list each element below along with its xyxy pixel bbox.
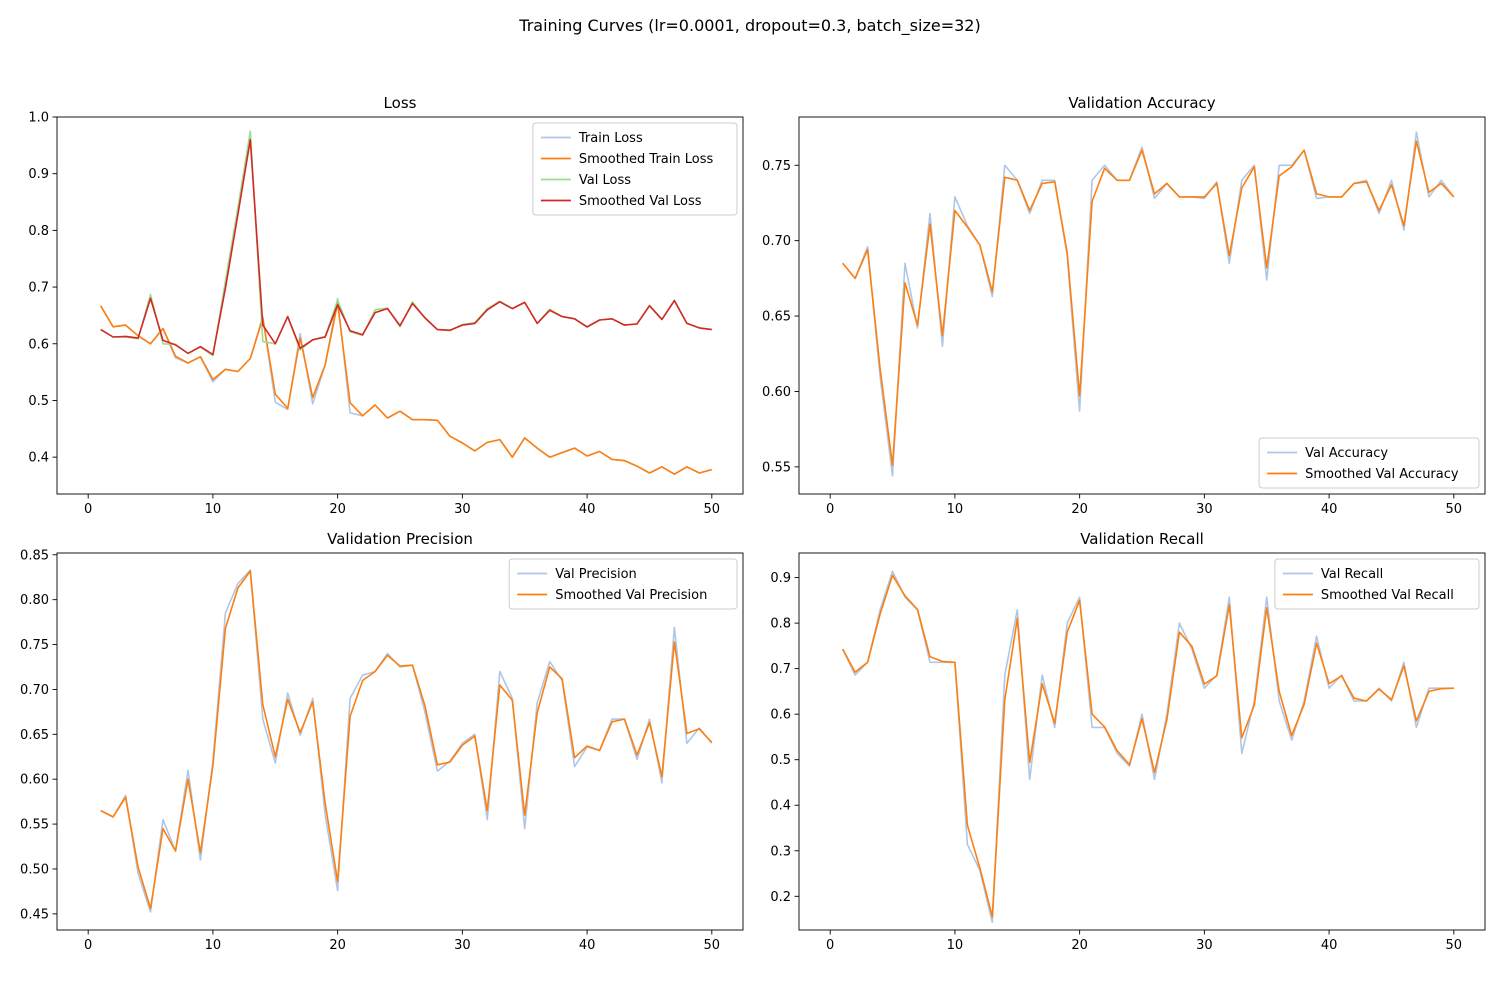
legend-box — [532, 122, 738, 216]
chart-title-validation-accuracy: Validation Accuracy — [1068, 94, 1215, 112]
axes-frame — [56, 116, 744, 495]
y-tick-label: 0.55 — [20, 818, 49, 833]
y-tick-label: 0.60 — [762, 385, 791, 400]
figure-title: Training Curves (lr=0.0001, dropout=0.3,… — [519, 16, 981, 35]
y-tick-label: 0.7 — [770, 662, 791, 677]
y-tick-label: 0.2 — [770, 890, 791, 905]
y-tick-label: 0.6 — [28, 337, 49, 352]
x-tick-label: 30 — [454, 938, 471, 953]
x-tick-label: 40 — [579, 502, 596, 517]
series-line-smoothed-train-loss — [100, 302, 713, 476]
legend-validation-accuracy: Val Accuracy Smoothed Val Accuracy — [1258, 437, 1480, 489]
legend-label-val-precision: Val Precision — [555, 567, 637, 582]
legend-box — [1258, 437, 1480, 489]
x-tick-label: 50 — [704, 938, 721, 953]
series-line-train-loss — [100, 297, 713, 476]
x-tick-label: 20 — [1071, 938, 1088, 953]
y-tick-label: 0.5 — [770, 753, 791, 768]
legend-label-smoothed-val-recall: Smoothed Val Recall — [1321, 588, 1454, 603]
y-tick-label: 0.80 — [20, 593, 49, 608]
x-tick-label: 30 — [1196, 938, 1213, 953]
x-tick-label: 30 — [1196, 502, 1213, 517]
y-tick-label: 0.85 — [20, 548, 49, 563]
x-tick-label: 40 — [1321, 938, 1338, 953]
y-tick-label: 0.65 — [20, 728, 49, 743]
legend-box — [1274, 558, 1480, 610]
axes-frame — [798, 116, 1486, 495]
legend-loss: Train Loss Smoothed Train Loss Val Loss Smo… — [532, 122, 738, 216]
chart-panel-loss: Loss 0 10 20 30 40 50 0.4 0.5 0.6 0.7 0.8 0.9 1.0 Trai… — [28, 94, 744, 517]
y-tick-label: 0.65 — [762, 310, 791, 325]
x-tick-label: 0 — [84, 938, 92, 953]
y-tick-label: 0.75 — [762, 159, 791, 174]
chart-panel-validation-accuracy: Validation Accuracy 0 10 20 30 40 50 0.55 0.60 0.… — [762, 94, 1486, 517]
series-line-val-accuracy — [842, 131, 1455, 477]
chart-panel-validation-recall: Validation Recall 0 10 20 30 40 50 0.2 0.3 0.4 0.5… — [770, 530, 1486, 953]
series-line-smoothed-val-precision — [100, 570, 713, 910]
y-tick-label: 0.8 — [770, 617, 791, 632]
x-tick-label: 40 — [1321, 502, 1338, 517]
chart-title-loss: Loss — [384, 94, 417, 112]
x-tick-label: 10 — [947, 502, 964, 517]
x-tick-label: 50 — [704, 502, 721, 517]
legend-label-smoothed-val-loss: Smoothed Val Loss — [579, 194, 702, 209]
legend-validation-recall: Val Recall Smoothed Val Recall — [1274, 558, 1480, 610]
y-tick-label: 0.70 — [20, 683, 49, 698]
y-tick-label: 0.60 — [20, 773, 49, 788]
axes-frame — [56, 552, 744, 931]
legend-label-val-loss: Val Loss — [579, 173, 631, 188]
x-tick-label: 10 — [205, 938, 222, 953]
y-tick-label: 0.55 — [762, 460, 791, 475]
y-tick-label: 0.70 — [762, 234, 791, 249]
x-tick-label: 20 — [1071, 502, 1088, 517]
chart-title-validation-recall: Validation Recall — [1080, 530, 1204, 548]
x-tick-label: 50 — [1446, 502, 1463, 517]
y-tick-label: 0.4 — [770, 799, 791, 814]
legend-label-train-loss: Train Loss — [578, 131, 643, 146]
y-tick-label: 0.4 — [28, 451, 49, 466]
legend-label-val-accuracy: Val Accuracy — [1305, 446, 1388, 461]
y-tick-label: 0.3 — [770, 844, 791, 859]
x-tick-label: 0 — [826, 502, 834, 517]
y-tick-label: 0.9 — [28, 167, 49, 182]
y-tick-label: 0.8 — [28, 224, 49, 239]
x-tick-label: 10 — [947, 938, 964, 953]
legend-label-smoothed-val-accuracy: Smoothed Val Accuracy — [1305, 467, 1459, 482]
y-tick-label: 1.0 — [28, 111, 49, 126]
x-tick-label: 50 — [1446, 938, 1463, 953]
series-line-smoothed-val-loss — [100, 138, 712, 356]
axes-frame — [798, 552, 1486, 931]
legend-label-smoothed-train-loss: Smoothed Train Loss — [579, 152, 714, 167]
chart-panel-validation-precision: Validation Precision 0 10 20 30 40 50 0.45 0.50 0… — [20, 530, 744, 953]
y-tick-label: 0.50 — [20, 862, 49, 877]
x-tick-label: 10 — [205, 502, 222, 517]
x-tick-label: 0 — [84, 502, 92, 517]
x-tick-label: 0 — [826, 938, 834, 953]
y-tick-label: 0.9 — [770, 571, 791, 586]
y-tick-label: 0.75 — [20, 638, 49, 653]
series-line-smoothed-val-recall — [841, 574, 1454, 918]
chart-title-validation-precision: Validation Precision — [327, 530, 473, 548]
legend-label-val-recall: Val Recall — [1321, 567, 1383, 582]
legend-validation-precision: Val Precision Smoothed Val Precision — [508, 558, 738, 610]
y-tick-label: 0.6 — [770, 708, 791, 723]
y-tick-label: 0.5 — [28, 394, 49, 409]
y-tick-label: 0.45 — [20, 907, 49, 922]
y-tick-label: 0.7 — [28, 281, 49, 296]
series-line-smoothed-val-accuracy — [842, 140, 1455, 467]
legend-label-smoothed-val-precision: Smoothed Val Precision — [555, 588, 707, 603]
series-line-val-precision — [100, 569, 713, 913]
x-tick-label: 40 — [579, 938, 596, 953]
x-tick-label: 30 — [454, 502, 471, 517]
x-tick-label: 20 — [329, 502, 346, 517]
legend-box — [508, 558, 738, 610]
x-tick-label: 20 — [329, 938, 346, 953]
